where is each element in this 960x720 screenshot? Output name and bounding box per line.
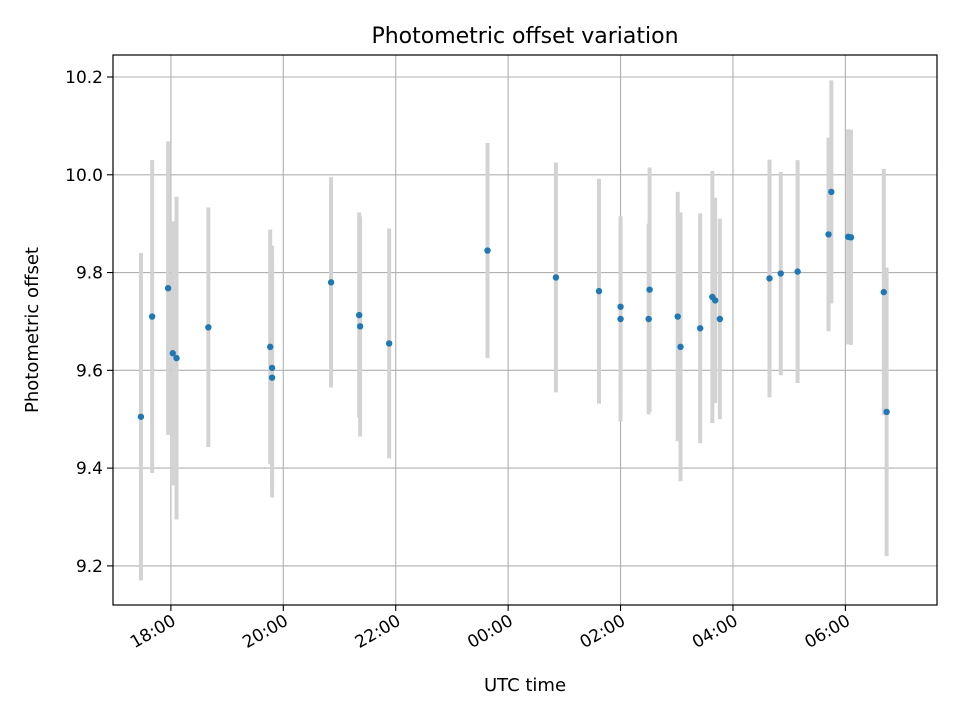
y-tick-label: 10.2 [65, 68, 103, 88]
data-point [825, 231, 832, 238]
data-point [880, 288, 887, 296]
data-point [794, 268, 801, 275]
plot-frame [112, 54, 938, 606]
data-point [356, 323, 364, 330]
y-tick-label: 9.8 [76, 264, 103, 284]
data-point [205, 324, 212, 331]
data-point [484, 247, 491, 254]
y-tick-label: 9.2 [76, 557, 103, 577]
data-point [169, 350, 176, 357]
data-point [766, 275, 773, 282]
data-point [677, 343, 684, 351]
chart-title: Photometric offset variation [371, 24, 678, 49]
data-point [385, 340, 393, 347]
point-layer [137, 188, 890, 420]
data-point [645, 315, 652, 323]
data-point [646, 286, 653, 293]
data-point [266, 343, 274, 351]
data-point [674, 313, 681, 320]
data-point [173, 354, 180, 362]
data-point [268, 364, 276, 372]
x-axis-label: UTC time [484, 675, 566, 696]
y-tick-label: 9.6 [76, 361, 103, 381]
data-point [355, 311, 363, 319]
y-tick-label: 9.4 [76, 459, 103, 479]
y-axis-label: Photometric offset [22, 247, 43, 413]
data-point [617, 303, 624, 310]
data-point [828, 188, 835, 196]
data-point [883, 408, 890, 416]
y-tick-label: 10.0 [65, 166, 103, 186]
data-point [327, 279, 335, 286]
data-point [148, 313, 156, 320]
data-point [847, 234, 855, 241]
data-point [617, 315, 624, 323]
data-point [268, 374, 276, 381]
data-point [137, 413, 145, 420]
data-point [777, 270, 784, 277]
data-point [595, 287, 603, 295]
data-point [696, 325, 704, 332]
data-point [164, 285, 172, 292]
data-point [552, 274, 560, 281]
data-point [716, 315, 724, 323]
data-point [711, 297, 719, 304]
